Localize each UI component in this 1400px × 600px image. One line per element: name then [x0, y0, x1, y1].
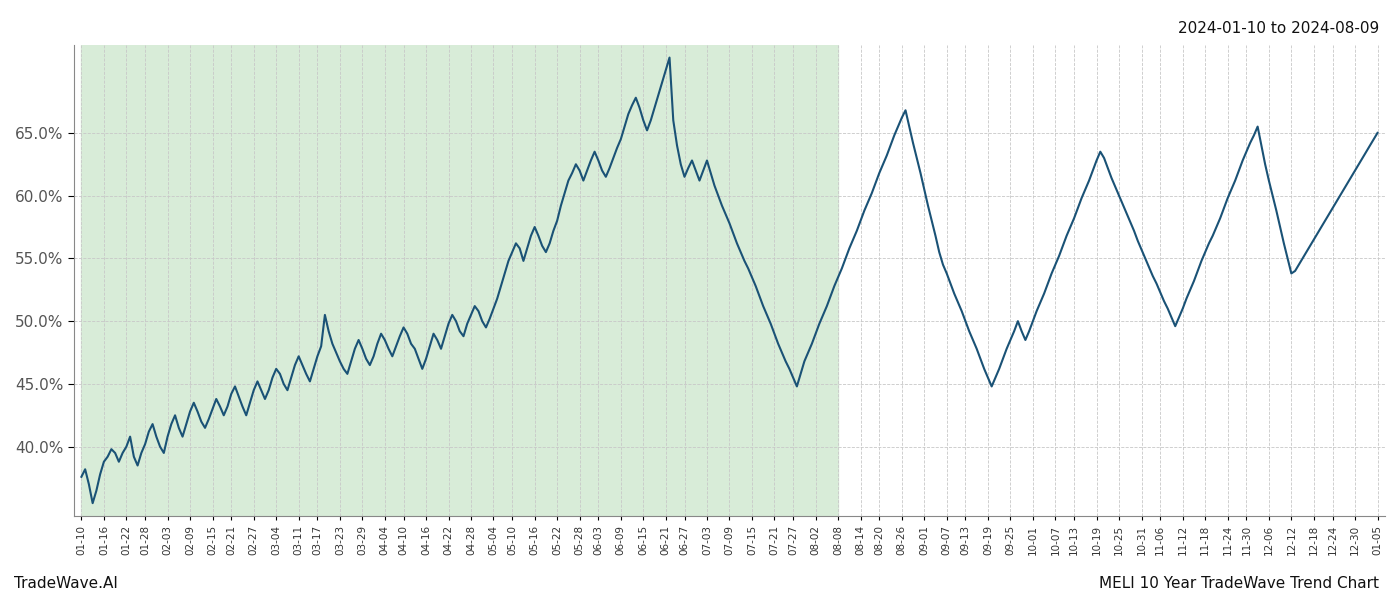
Text: MELI 10 Year TradeWave Trend Chart: MELI 10 Year TradeWave Trend Chart [1099, 576, 1379, 591]
Text: TradeWave.AI: TradeWave.AI [14, 576, 118, 591]
Bar [81, 45, 839, 516]
Text: 2024-01-10 to 2024-08-09: 2024-01-10 to 2024-08-09 [1177, 21, 1379, 36]
